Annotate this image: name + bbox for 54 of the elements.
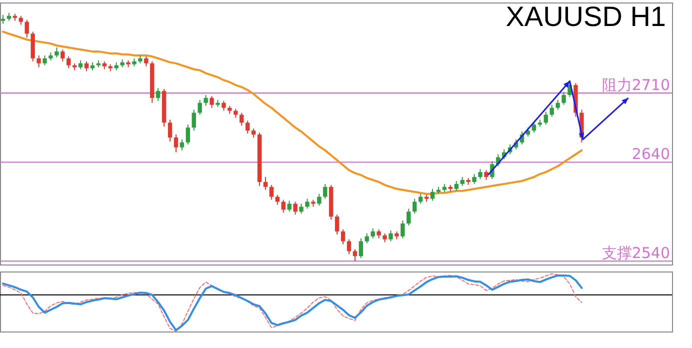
candlestick <box>168 119 172 142</box>
candlestick <box>454 180 458 192</box>
candlestick <box>430 188 435 202</box>
candlestick <box>340 228 346 245</box>
candlestick <box>210 95 214 108</box>
chart-title: XAUUSD H1 <box>506 1 666 32</box>
candlestick <box>406 208 411 226</box>
candlestick <box>180 138 184 151</box>
candlestick <box>400 220 405 239</box>
candlestick <box>484 170 488 180</box>
candlestick <box>66 56 71 69</box>
candlestick <box>204 94 208 106</box>
candlestick <box>323 183 328 200</box>
candlestick <box>186 124 190 145</box>
candlestick <box>263 176 268 190</box>
candlestick <box>293 201 298 216</box>
candlestick <box>532 121 536 134</box>
candlestick <box>305 198 310 210</box>
ref-line-label: 支撑2540 <box>602 244 670 262</box>
candlestick <box>346 238 352 255</box>
candlestick <box>198 99 202 116</box>
candlestick <box>299 203 304 214</box>
candlestick <box>472 174 476 184</box>
candlestick <box>287 200 292 212</box>
candlestick <box>144 56 148 67</box>
candlestick <box>352 248 358 262</box>
candlestick <box>269 184 274 200</box>
candlestick <box>222 100 226 112</box>
candlestick <box>245 120 250 134</box>
candlestick <box>364 232 369 244</box>
candlestick <box>317 193 322 206</box>
candlestick <box>174 134 178 153</box>
candlestick <box>358 238 364 259</box>
candlestick <box>60 48 65 62</box>
candlestick <box>240 112 244 126</box>
candlestick <box>281 199 286 214</box>
candlestick <box>544 111 548 126</box>
candlestick <box>556 99 560 110</box>
candlestick <box>334 214 340 235</box>
candlestick <box>36 54 41 68</box>
candlestick <box>412 198 417 214</box>
ref-line-label: 阻力2710 <box>602 76 670 94</box>
ref-line-label: 2640 <box>632 145 670 164</box>
candlestick <box>370 228 375 239</box>
candlestick <box>42 54 47 66</box>
candlestick <box>54 46 59 58</box>
candlestick <box>478 168 482 180</box>
candlestick <box>550 104 554 118</box>
candlestick <box>388 230 393 242</box>
candlestick <box>562 91 566 106</box>
candlestick <box>192 109 196 132</box>
candlestick <box>84 60 89 72</box>
candlestick <box>24 19 29 38</box>
candlestick <box>156 88 160 102</box>
